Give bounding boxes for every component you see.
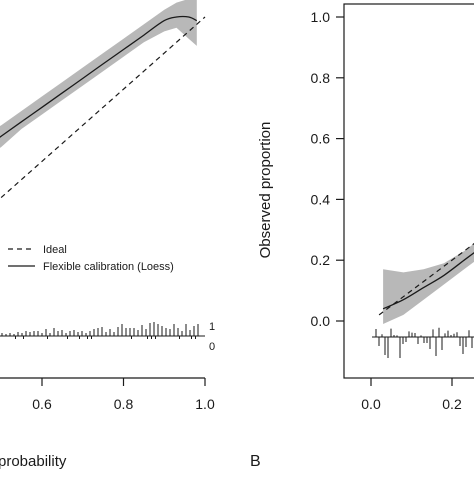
panel-b-y-tick-label: 0.0 <box>311 313 331 329</box>
panel-b-y-tick-label: 0.8 <box>311 70 331 86</box>
panel-b-plot-frame <box>343 3 474 379</box>
panel-a-x-tick-label: 0.8 <box>114 396 134 412</box>
panel-b: 0.0 0.2 0.4 0.6 0.8 1.0 0.0 0.2 Observed propo… <box>257 3 474 412</box>
panel-b-confidence-band <box>383 243 474 324</box>
panel-b-x-tick-label: 0.0 <box>361 396 381 412</box>
panel-b-rug <box>375 327 473 358</box>
panel-a-ideal-line <box>0 16 206 200</box>
panel-b-y-tick-label: 0.2 <box>311 252 331 268</box>
panel-b-y-tick-label: 1.0 <box>311 9 331 25</box>
panel-a-confidence-band <box>0 0 197 148</box>
panel-b-y-tick-label: 0.6 <box>311 131 331 147</box>
panel-a-x-tick-label: 0.6 <box>32 396 52 412</box>
panel-b-x-tick-label: 0.2 <box>442 396 462 412</box>
legend-ideal-label: Ideal <box>43 244 67 256</box>
panel-label-b: B <box>250 453 261 470</box>
panel-b-y-axis-label: Observed proportion <box>257 122 274 259</box>
rug-label-1: 1 <box>209 321 215 333</box>
panel-a-rug <box>1 322 199 339</box>
rug-label-0: 0 <box>209 341 215 353</box>
panel-a-x-tick-label: 1.0 <box>195 396 215 412</box>
panel-b-y-tick-label: 0.4 <box>311 191 331 207</box>
panel-a-x-ticks: 0.6 0.8 1.0 <box>32 378 215 412</box>
panel-b-ideal-line <box>378 242 474 316</box>
legend: Ideal Flexible calibration (Loess) <box>8 244 174 273</box>
panel-b-y-ticks: 0.0 0.2 0.4 0.6 0.8 1.0 <box>311 9 344 329</box>
legend-loess-label: Flexible calibration (Loess) <box>43 261 174 273</box>
panel-a-loess-line <box>0 15 198 138</box>
panel-b-x-ticks: 0.0 0.2 <box>361 378 462 412</box>
panel-b-loess-line <box>382 251 474 310</box>
panel-a-x-axis-label: probability <box>0 453 67 470</box>
panel-a: 1 0 Ideal Flexible calibration (Loess) 0… <box>0 0 215 470</box>
